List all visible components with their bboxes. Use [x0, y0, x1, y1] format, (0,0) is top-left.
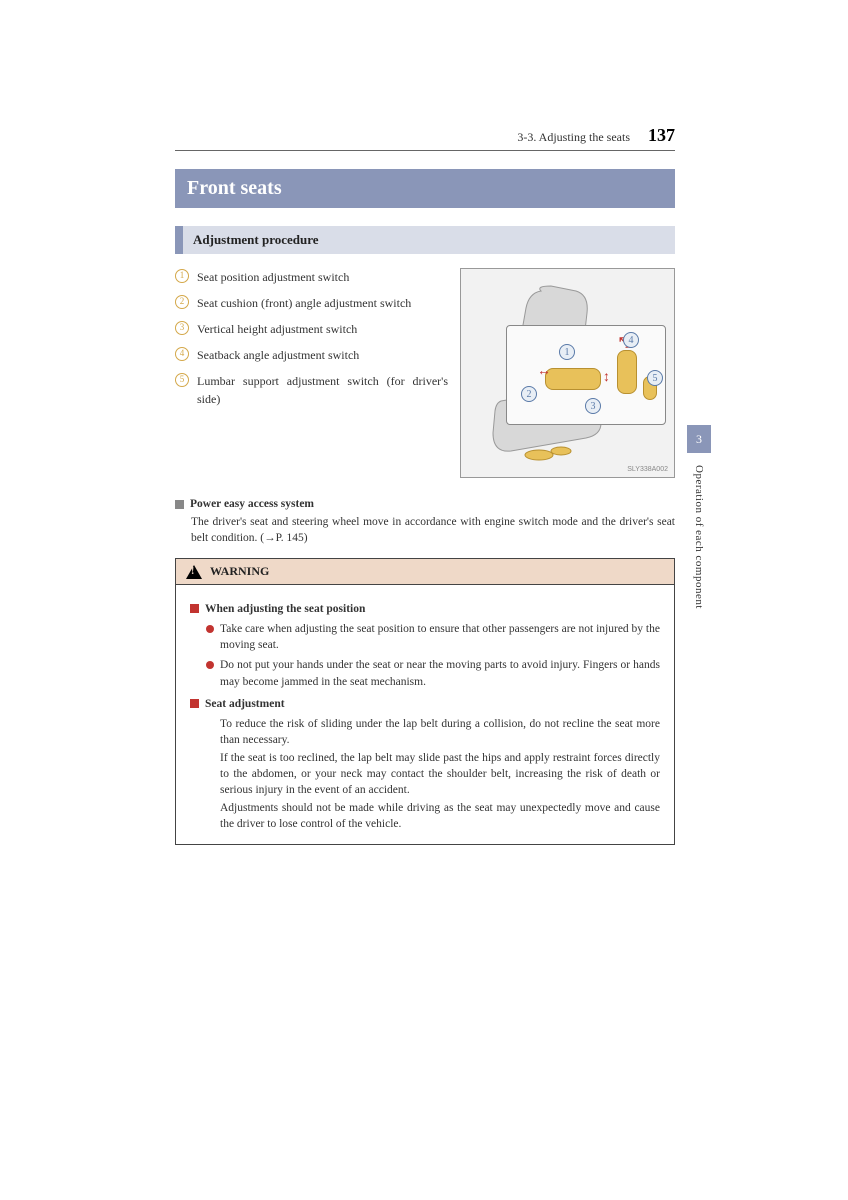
bullet-text: Do not put your hands under the seat or … [220, 657, 660, 689]
callout-number: 4 [623, 332, 639, 348]
callout-number: 5 [647, 370, 663, 386]
note-body: The driver's seat and steering wheel mov… [191, 514, 675, 546]
seat-diagram: ↔ ↕ ⤡ 1 2 3 4 5 SLY338A002 [460, 268, 675, 478]
bullet-text: Take care when adjusting the seat positi… [220, 621, 660, 653]
page-header: 3-3. Adjusting the seats 137 [175, 125, 675, 146]
switch-knob [545, 368, 601, 390]
procedure-row: 1 Seat position adjustment switch 2 Seat c… [175, 268, 675, 478]
warning-sub-text: Seat adjustment [205, 696, 285, 712]
subheading: Adjustment procedure [175, 226, 675, 254]
warning-subheading: Seat adjustment [190, 696, 660, 712]
square-bullet-icon [175, 500, 184, 509]
step-number-icon: 1 [175, 269, 189, 283]
warning-label: WARNING [210, 564, 269, 579]
warning-box: WARNING When adjusting the seat position… [175, 558, 675, 845]
dot-red-icon [206, 661, 214, 669]
warning-paragraph: To reduce the risk of sliding under the … [220, 716, 660, 748]
step-number-icon: 3 [175, 321, 189, 335]
note-section: Power easy access system The driver's se… [175, 498, 675, 546]
warning-paragraph: Adjustments should not be made while dri… [220, 800, 660, 832]
arrow-icon: ↔ [537, 364, 551, 380]
warning-bullet: Do not put your hands under the seat or … [206, 657, 660, 689]
dot-red-icon [206, 625, 214, 633]
note-heading-text: Power easy access system [190, 498, 314, 510]
warning-body: When adjusting the seat position Take ca… [176, 585, 674, 844]
warning-header: WARNING [176, 559, 674, 585]
list-item: 1 Seat position adjustment switch [175, 268, 448, 286]
step-number-icon: 4 [175, 347, 189, 361]
list-item: 3 Vertical height adjustment switch [175, 320, 448, 338]
page-title: Front seats [175, 169, 675, 208]
warning-subheading: When adjusting the seat position [190, 601, 660, 617]
header-rule [175, 150, 675, 151]
step-text: Seat position adjustment switch [197, 268, 349, 286]
procedure-list: 1 Seat position adjustment switch 2 Seat c… [175, 268, 448, 478]
warning-sub-text: When adjusting the seat position [205, 601, 365, 617]
list-item: 4 Seatback angle adjustment switch [175, 346, 448, 364]
switch-knob [617, 350, 637, 394]
warning-paragraph: If the seat is too reclined, the lap bel… [220, 750, 660, 798]
step-number-icon: 2 [175, 295, 189, 309]
note-heading: Power easy access system [175, 498, 675, 510]
callout-inset: ↔ ↕ ⤡ 1 2 3 4 5 [506, 325, 666, 425]
manual-page: 3-3. Adjusting the seats 137 Front seats… [175, 125, 675, 845]
square-red-icon [190, 604, 199, 613]
step-text: Seatback angle adjustment switch [197, 346, 359, 364]
chapter-side-label: Operation of each component [693, 465, 705, 609]
step-text: Vertical height adjustment switch [197, 320, 357, 338]
section-label: 3-3. Adjusting the seats [517, 130, 630, 145]
page-number: 137 [648, 125, 675, 146]
step-number-icon: 5 [175, 373, 189, 387]
callout-number: 2 [521, 386, 537, 402]
step-text: Seat cushion (front) angle adjustment sw… [197, 294, 411, 312]
list-item: 2 Seat cushion (front) angle adjustment s… [175, 294, 448, 312]
warning-bullet: Take care when adjusting the seat positi… [206, 621, 660, 653]
square-red-icon [190, 699, 199, 708]
image-code: SLY338A002 [627, 466, 668, 473]
step-text: Lumbar support adjustment switch (for dr… [197, 372, 448, 408]
warning-triangle-icon [186, 565, 202, 579]
arrow-icon: ↕ [603, 370, 610, 386]
callout-number: 3 [585, 398, 601, 414]
chapter-tab: 3 [687, 425, 711, 453]
callout-number: 1 [559, 344, 575, 360]
list-item: 5 Lumbar support adjustment switch (for d… [175, 372, 448, 408]
